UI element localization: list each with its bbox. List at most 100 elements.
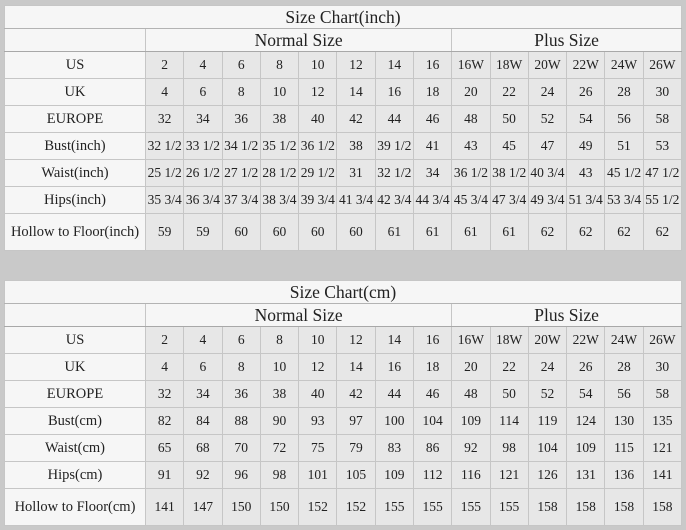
size-value: 22 <box>489 78 529 106</box>
size-value: 29 1/2 <box>298 159 338 187</box>
size-value: 62 <box>566 213 606 251</box>
size-value: 72 <box>259 434 300 462</box>
size-value: 61 <box>412 213 453 251</box>
size-value: 60 <box>298 213 338 251</box>
size-value: 98 <box>259 461 300 489</box>
size-value: 135 <box>642 407 683 435</box>
size-value: 52 <box>527 380 568 408</box>
size-value: 6 <box>221 326 261 354</box>
size-value: 68 <box>183 434 223 462</box>
size-value: 46 <box>412 105 453 133</box>
size-value: 32 1/2 <box>144 132 185 160</box>
size-value: 131 <box>566 461 606 489</box>
table-row: Hips(inch) 35 3/4 36 3/4 37 3/4 38 3/4 39 3/4… <box>4 186 683 214</box>
size-value: 45 <box>489 132 529 160</box>
size-value: 10 <box>259 78 300 106</box>
size-value: 35 1/2 <box>259 132 300 160</box>
size-value: 62 <box>642 213 683 251</box>
size-value: 4 <box>144 353 185 381</box>
size-value: 121 <box>489 461 529 489</box>
size-value: 158 <box>604 488 644 526</box>
size-value: 28 1/2 <box>259 159 300 187</box>
size-value: 155 <box>489 488 529 526</box>
size-value: 152 <box>298 488 338 526</box>
size-value: 10 <box>298 326 338 354</box>
size-value: 18 <box>412 353 453 381</box>
size-value: 38 1/2 <box>489 159 529 187</box>
size-value: 116 <box>451 461 491 489</box>
size-value: 82 <box>144 407 185 435</box>
size-value: 16 <box>374 78 414 106</box>
table-row: Hips(cm) 91 92 96 98 101 105 109 112 116 121 126 131… <box>4 461 683 489</box>
size-value: 91 <box>144 461 185 489</box>
size-value: 93 <box>298 407 338 435</box>
size-value: 126 <box>527 461 568 489</box>
size-value: 104 <box>527 434 568 462</box>
size-value: 56 <box>604 380 644 408</box>
size-value: 62 <box>604 213 644 251</box>
size-value: 60 <box>259 213 300 251</box>
size-value: 47 3/4 <box>489 186 529 214</box>
size-value: 40 <box>298 380 338 408</box>
size-value: 65 <box>144 434 185 462</box>
size-value: 54 <box>566 380 606 408</box>
size-value: 26W <box>642 326 683 354</box>
size-value: 83 <box>374 434 414 462</box>
size-value: 33 1/2 <box>183 132 223 160</box>
size-value: 12 <box>298 353 338 381</box>
size-value: 62 <box>527 213 568 251</box>
size-value: 22W <box>566 326 606 354</box>
size-value: 51 <box>604 132 644 160</box>
size-value: 50 <box>489 105 529 133</box>
table-row: Bust(cm) 82 84 88 90 93 97 100 104 109 114 119 124 13… <box>4 407 683 435</box>
size-value: 16W <box>451 326 491 354</box>
size-value: 39 1/2 <box>374 132 414 160</box>
table-title: Size Chart(inch) <box>4 5 682 29</box>
row-label: UK <box>4 78 146 106</box>
size-value: 24W <box>604 326 644 354</box>
table-row: Bust(inch) 32 1/2 33 1/2 34 1/2 35 1/2 36 1/2… <box>4 132 683 160</box>
row-label: US <box>4 326 146 354</box>
row-label: Bust(cm) <box>4 407 146 435</box>
size-value: 41 <box>412 132 453 160</box>
size-value: 75 <box>298 434 338 462</box>
size-value: 92 <box>183 461 223 489</box>
size-value: 96 <box>221 461 261 489</box>
size-value: 61 <box>374 213 414 251</box>
table-row: Waist(cm) 65 68 70 72 75 79 83 86 92 98 104 109 115 12… <box>4 434 683 462</box>
size-value: 130 <box>604 407 644 435</box>
row-label: EUROPE <box>4 105 146 133</box>
size-value: 22W <box>566 51 606 79</box>
size-value: 92 <box>451 434 491 462</box>
size-value: 2 <box>144 51 185 79</box>
size-value: 43 <box>566 159 606 187</box>
column-group-label: Normal Size <box>144 28 453 52</box>
size-value: 38 3/4 <box>259 186 300 214</box>
size-value: 88 <box>221 407 261 435</box>
size-value: 8 <box>259 326 300 354</box>
size-value: 27 1/2 <box>221 159 261 187</box>
size-value: 141 <box>642 461 683 489</box>
size-value: 18W <box>489 51 529 79</box>
size-value: 109 <box>374 461 414 489</box>
size-value: 40 3/4 <box>527 159 568 187</box>
row-label: Hips(cm) <box>4 461 146 489</box>
size-value: 34 <box>412 159 453 187</box>
size-value: 18 <box>412 78 453 106</box>
size-value: 86 <box>412 434 453 462</box>
size-value: 47 1/2 <box>642 159 683 187</box>
size-value: 42 <box>336 380 376 408</box>
size-value: 50 <box>489 380 529 408</box>
size-value: 39 3/4 <box>298 186 338 214</box>
size-value: 101 <box>298 461 338 489</box>
size-value: 36 <box>221 105 261 133</box>
size-value: 36 3/4 <box>183 186 223 214</box>
row-label: Hollow to Floor(cm) <box>4 488 146 526</box>
row-label: Waist(inch) <box>4 159 146 187</box>
size-value: 100 <box>374 407 414 435</box>
size-value: 36 1/2 <box>298 132 338 160</box>
size-value: 10 <box>259 353 300 381</box>
row-label: Bust(inch) <box>4 132 146 160</box>
size-value: 55 1/2 <box>642 186 683 214</box>
size-value: 26W <box>642 51 683 79</box>
